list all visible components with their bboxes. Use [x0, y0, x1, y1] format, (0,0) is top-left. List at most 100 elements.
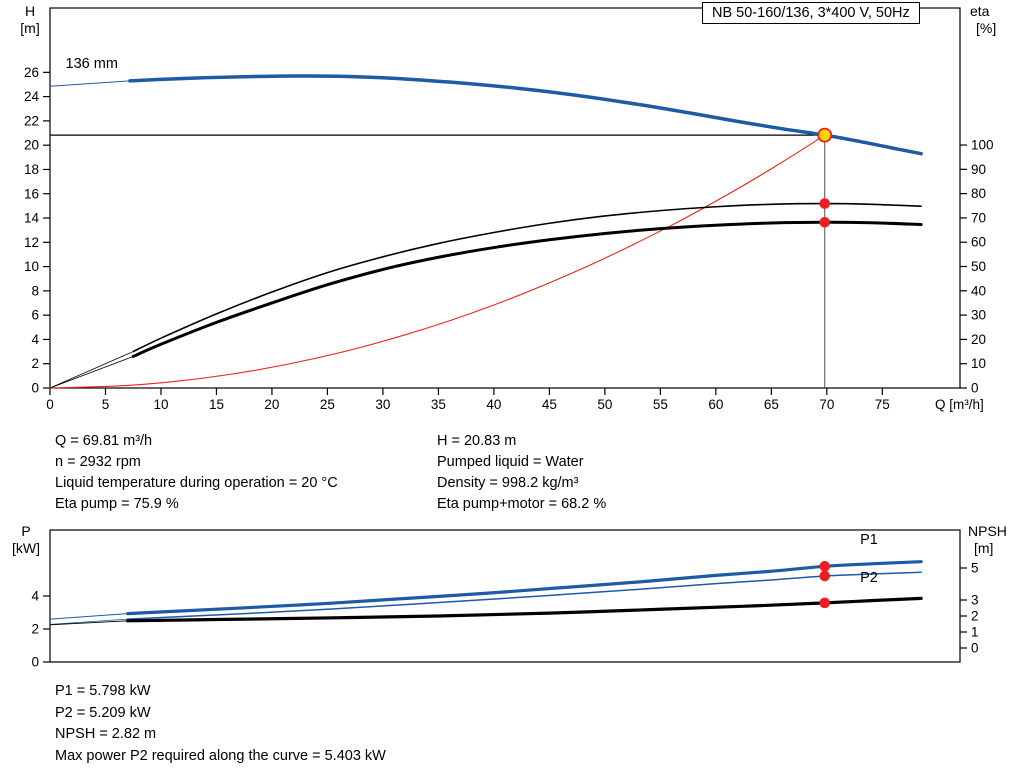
svg-text:10: 10 — [153, 397, 168, 412]
svg-text:30: 30 — [971, 308, 986, 323]
svg-text:5: 5 — [102, 397, 110, 412]
axis-titles: P[kW] NPSH[m] — [12, 523, 1007, 556]
footer-line-p1: P1 = 5.798 kW — [55, 683, 151, 699]
plot-border — [49, 7, 961, 389]
info-line-pumped-liquid: Pumped liquid = Water — [437, 454, 584, 470]
svg-text:[m]: [m] — [974, 540, 993, 556]
y-right-title: eta — [970, 3, 990, 19]
footer-line-p2: P2 = 5.209 kW — [55, 704, 151, 721]
duty-info-block: Q = 69.81 m³/h n = 2932 rpm Liquid tempe… — [55, 431, 606, 515]
p2-curve — [126, 571, 922, 620]
svg-text:65: 65 — [764, 397, 779, 412]
svg-text:10: 10 — [24, 259, 39, 274]
p2-lead — [49, 618, 129, 625]
svg-text:10: 10 — [971, 356, 986, 371]
hq-eta-chart-canvas: 0246810121416182022242601020304050607080… — [20, 3, 996, 412]
duty-point[interactable] — [817, 127, 833, 143]
footer-line-max-power: Max power P2 required along the curve = … — [55, 747, 386, 764]
svg-text:[m]: [m] — [20, 20, 39, 36]
svg-text:70: 70 — [971, 210, 986, 225]
svg-text:2: 2 — [31, 622, 39, 637]
svg-text:22: 22 — [24, 113, 39, 128]
svg-text:16: 16 — [24, 186, 39, 201]
annotation-p1: P1 — [860, 532, 878, 548]
svg-text:30: 30 — [375, 397, 390, 412]
svg-text:60: 60 — [971, 235, 986, 250]
pump-title-box: NB 50-160/136, 3*400 V, 50Hz — [702, 2, 920, 24]
axis-titles: H[m] eta[%] — [20, 3, 996, 36]
pump-curve-lead — [49, 80, 131, 87]
svg-text:20: 20 — [971, 332, 986, 347]
p1-operating-dot — [819, 561, 831, 572]
svg-text:20: 20 — [264, 397, 279, 412]
svg-text:24: 24 — [24, 89, 40, 104]
svg-text:50: 50 — [971, 259, 986, 274]
duty-info-left-column: Q = 69.81 m³/h n = 2932 rpm Liquid tempe… — [55, 431, 338, 515]
svg-text:80: 80 — [971, 186, 986, 201]
eta-motor-operating-dot — [819, 216, 831, 228]
power-info-block: P1 = 5.798 kW P2 = 5.209 kW NPSH = 2.82 … — [55, 681, 386, 767]
y-axis-right: 0 10 20 30 40 50 60 70 80 90 100 — [960, 138, 994, 396]
npsh-curve — [126, 596, 923, 623]
y-left-title: P — [21, 523, 30, 539]
svg-text:6: 6 — [31, 308, 39, 323]
p1-lead — [49, 613, 129, 620]
eta-pump-curve — [132, 202, 922, 353]
svg-text:1: 1 — [971, 625, 979, 640]
svg-text:40: 40 — [486, 397, 501, 412]
svg-text:0: 0 — [971, 381, 979, 396]
p1-curve — [126, 560, 923, 616]
svg-text:25: 25 — [320, 397, 335, 412]
annotation-p2: P2 — [860, 570, 878, 586]
x-axis-title: Q [m³/h] — [935, 397, 984, 412]
svg-text:35: 35 — [431, 397, 446, 412]
svg-text:26: 26 — [24, 65, 39, 80]
y-left-title: H — [25, 3, 35, 19]
info-line-head: H = 20.83 m — [437, 433, 517, 449]
eta-pump-motor-lead — [49, 356, 134, 389]
svg-text:15: 15 — [209, 397, 224, 412]
svg-text:60: 60 — [708, 397, 723, 412]
svg-text:55: 55 — [653, 397, 668, 412]
svg-text:2: 2 — [31, 356, 39, 371]
svg-text:12: 12 — [24, 235, 39, 250]
svg-text:3: 3 — [971, 593, 979, 608]
info-line-eta-pump: Eta pump = 75.9 % — [55, 496, 179, 512]
svg-text:0: 0 — [31, 655, 39, 670]
duty-info-right-column: H = 20.83 m Pumped liquid = Water Densit… — [437, 431, 606, 515]
svg-text:[kW]: [kW] — [12, 540, 40, 556]
svg-text:40: 40 — [971, 283, 986, 298]
npsh-lead — [49, 620, 129, 626]
svg-text:50: 50 — [597, 397, 612, 412]
svg-text:100: 100 — [971, 138, 994, 153]
y-right-title: NPSH — [968, 523, 1007, 539]
svg-text:90: 90 — [971, 162, 986, 177]
svg-text:8: 8 — [31, 283, 39, 298]
svg-text:4: 4 — [31, 332, 39, 347]
y-axis-left: 0 2 4 — [31, 589, 50, 670]
svg-text:5: 5 — [971, 561, 979, 576]
info-line-eta-pump-motor: Eta pump+motor = 68.2 % — [437, 496, 607, 512]
svg-text:4: 4 — [31, 589, 39, 604]
pump-curve — [128, 74, 923, 156]
eta-pump-lead — [49, 351, 134, 389]
footer-line-npsh: NPSH = 2.82 m — [55, 726, 157, 742]
p2-operating-dot — [819, 570, 831, 582]
info-line-density: Density = 998.2 kg/m³ — [437, 475, 579, 491]
svg-text:18: 18 — [24, 162, 39, 177]
x-axis: 0 5 10 15 20 25 30 35 40 45 50 55 60 65 70 75 Q [m³/h] — [46, 388, 984, 412]
eta-pump-operating-dot — [819, 198, 831, 209]
svg-text:75: 75 — [875, 397, 890, 412]
svg-text:0: 0 — [971, 641, 979, 656]
info-line-speed: n = 2932 rpm — [55, 454, 141, 470]
svg-text:45: 45 — [542, 397, 557, 412]
plot-border — [49, 529, 961, 663]
svg-text:0: 0 — [46, 397, 54, 412]
svg-text:0: 0 — [31, 381, 39, 396]
svg-text:70: 70 — [819, 397, 834, 412]
svg-text:2: 2 — [971, 609, 979, 624]
